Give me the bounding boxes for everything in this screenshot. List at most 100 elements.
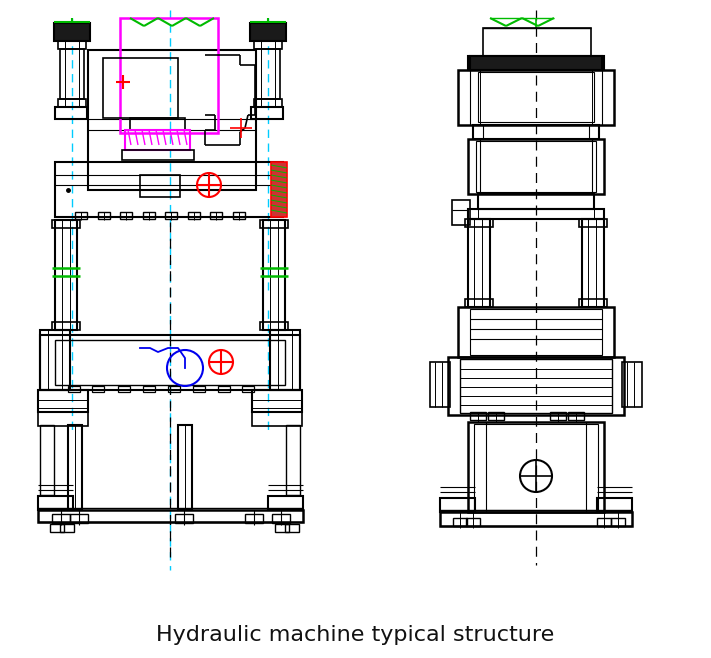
Bar — [233, 212, 245, 219]
Bar — [254, 99, 282, 107]
Bar — [175, 514, 193, 523]
Bar — [38, 496, 73, 510]
Bar — [452, 200, 470, 225]
Bar — [473, 125, 599, 139]
Bar — [470, 412, 486, 420]
Bar — [165, 212, 177, 219]
Bar — [52, 220, 80, 228]
Bar — [478, 72, 594, 122]
Bar — [597, 518, 611, 526]
Bar — [52, 322, 80, 330]
Bar — [448, 357, 624, 415]
Bar — [118, 386, 130, 392]
Bar — [140, 175, 180, 197]
Bar — [38, 510, 303, 522]
Bar — [260, 322, 288, 330]
Bar — [143, 386, 155, 392]
Bar — [440, 512, 632, 526]
Bar — [458, 307, 614, 357]
Bar — [256, 49, 280, 99]
Bar — [58, 99, 86, 107]
Bar — [470, 56, 602, 70]
Bar — [210, 212, 222, 219]
Bar — [466, 518, 480, 526]
Bar — [120, 212, 132, 219]
Bar — [268, 496, 303, 510]
Bar — [252, 412, 302, 426]
Bar — [60, 524, 74, 532]
Bar — [488, 412, 504, 420]
Bar — [40, 425, 54, 495]
Bar — [122, 150, 194, 160]
Bar — [468, 139, 604, 194]
Bar — [460, 359, 612, 413]
Bar — [193, 386, 205, 392]
Bar — [582, 219, 604, 307]
Bar — [168, 386, 180, 392]
Bar — [188, 212, 200, 219]
Bar — [465, 299, 493, 307]
Bar — [478, 194, 594, 209]
Bar — [470, 309, 602, 355]
Bar — [58, 41, 86, 49]
Bar — [458, 70, 614, 125]
Bar — [120, 18, 218, 133]
Bar — [611, 518, 625, 526]
Bar — [260, 220, 288, 228]
Bar — [55, 107, 87, 119]
Bar — [55, 340, 285, 385]
Bar — [68, 425, 82, 510]
Bar — [55, 162, 283, 217]
Bar — [430, 362, 450, 407]
Bar — [38, 412, 88, 426]
Bar — [245, 514, 263, 523]
Bar — [92, 386, 104, 392]
Bar — [550, 412, 566, 420]
Bar — [483, 28, 591, 56]
Bar — [622, 362, 642, 407]
Bar — [242, 386, 254, 392]
Bar — [476, 141, 596, 192]
Bar — [263, 220, 285, 330]
Bar — [218, 386, 230, 392]
Bar — [98, 212, 110, 219]
Bar — [178, 425, 192, 510]
Bar — [130, 118, 185, 130]
Bar — [440, 498, 475, 512]
Bar — [125, 130, 190, 150]
Bar — [70, 514, 88, 523]
Bar — [254, 41, 282, 49]
Bar — [55, 220, 77, 330]
Bar — [579, 299, 607, 307]
Bar — [579, 219, 607, 227]
Bar — [474, 424, 598, 510]
Bar — [275, 524, 289, 532]
Bar — [60, 49, 84, 99]
Bar — [103, 58, 178, 118]
Text: Hydraulic machine typical structure: Hydraulic machine typical structure — [156, 625, 554, 645]
Bar — [251, 107, 283, 119]
Bar — [597, 498, 632, 512]
Bar — [465, 219, 493, 227]
Bar — [40, 335, 300, 390]
Bar — [468, 422, 604, 512]
Bar — [40, 330, 70, 390]
Bar — [250, 23, 286, 41]
Bar — [286, 425, 300, 495]
Bar — [271, 162, 287, 217]
Bar — [453, 518, 467, 526]
Bar — [272, 514, 290, 523]
Bar — [68, 386, 80, 392]
Bar — [468, 209, 604, 219]
Bar — [52, 514, 70, 523]
Bar — [468, 219, 490, 307]
Bar — [468, 56, 604, 70]
Bar — [75, 212, 87, 219]
Bar — [270, 330, 300, 390]
Bar — [143, 212, 155, 219]
Bar — [88, 50, 256, 190]
Bar — [568, 412, 584, 420]
Bar — [252, 390, 302, 412]
Bar — [38, 390, 88, 412]
Bar — [54, 23, 90, 41]
